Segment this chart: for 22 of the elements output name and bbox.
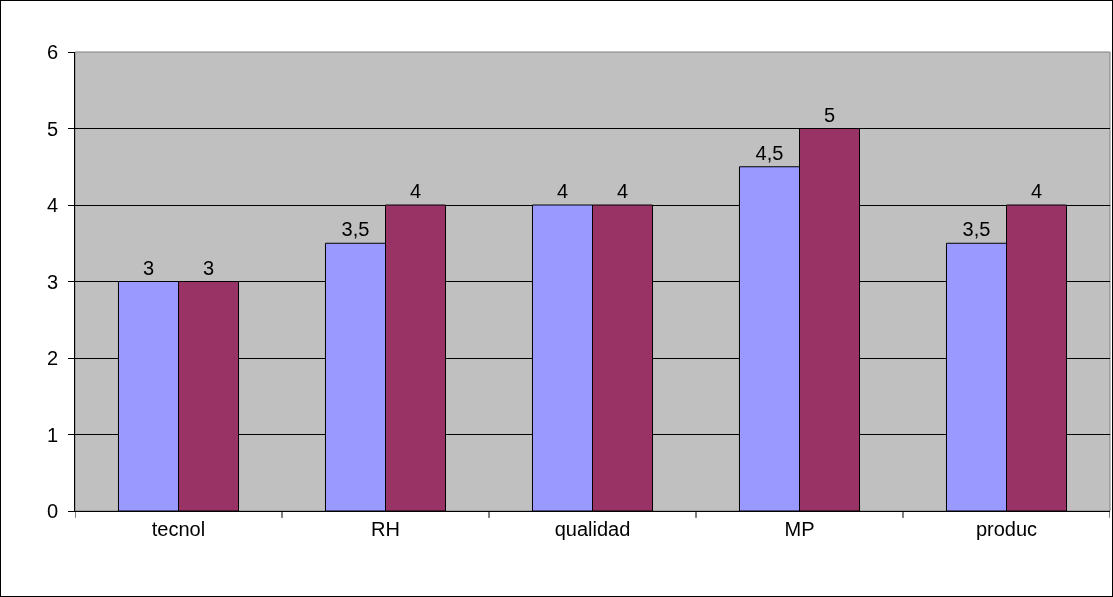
data-label: 4,5 xyxy=(755,141,784,164)
y-tick-label: 4 xyxy=(46,194,58,216)
data-label: 3 xyxy=(202,256,215,279)
data-label: 3,5 xyxy=(962,218,991,241)
y-tick-label: 6 xyxy=(46,41,58,63)
y-tick-label: 2 xyxy=(46,347,58,369)
y-tick-label: 0 xyxy=(46,500,58,522)
y-tick-label: 1 xyxy=(46,423,58,446)
data-label: 4 xyxy=(1030,180,1043,202)
x-tick-label: RH xyxy=(371,518,400,540)
data-label: 4 xyxy=(616,180,629,202)
x-tick-label: MP xyxy=(784,518,815,540)
x-tick-label: qualidad xyxy=(554,518,631,540)
data-label: 3,5 xyxy=(341,218,370,241)
y-tick-label: 5 xyxy=(46,117,58,140)
y-tick-label: 3 xyxy=(46,270,58,293)
data-label: 4 xyxy=(409,180,422,202)
data-label: 3 xyxy=(142,256,155,279)
data-label: 4 xyxy=(556,180,569,202)
x-tick-label: tecnol xyxy=(151,518,206,540)
x-tick-label: produc xyxy=(975,518,1038,540)
data-label: 5 xyxy=(823,103,836,126)
